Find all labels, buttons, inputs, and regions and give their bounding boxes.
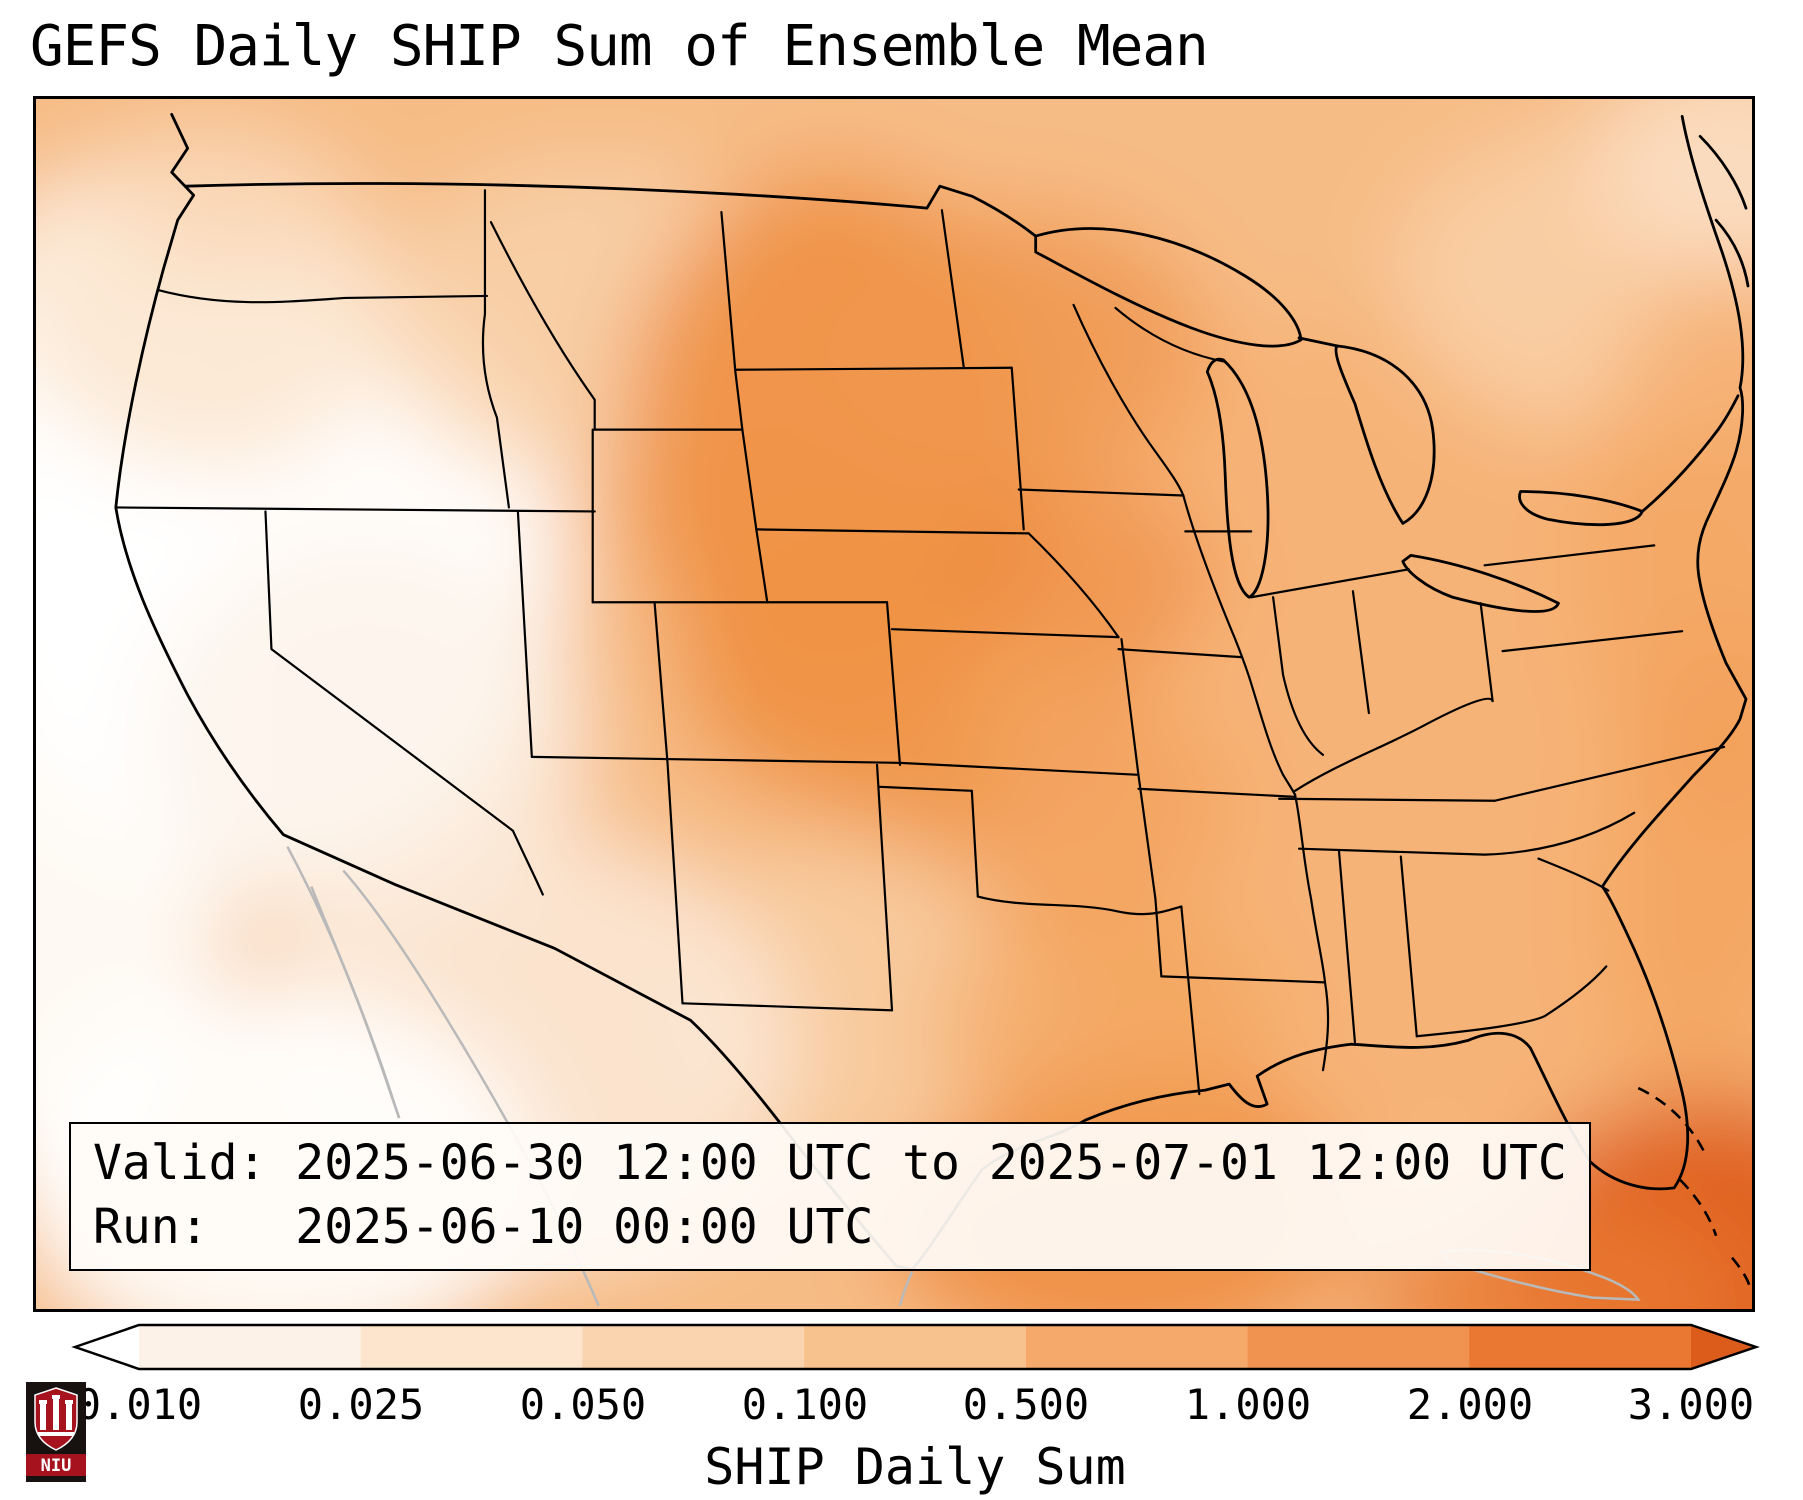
colorbar-tick: 0.025 xyxy=(297,1380,425,1429)
colorbar-tick: 1.000 xyxy=(1184,1380,1312,1429)
colorbar-outline xyxy=(71,1323,1760,1371)
colorbar-segments xyxy=(139,1325,1692,1369)
us-coastline xyxy=(114,112,1750,1272)
colorbar-tick: 0.010 xyxy=(75,1380,203,1429)
colorbar-tick: 3.000 xyxy=(1627,1380,1755,1429)
niu-logo-svg: NIU xyxy=(26,1382,86,1482)
colorbar-label: SHIP Daily Sum xyxy=(704,1438,1126,1496)
colorbar-under-arrow xyxy=(75,1325,139,1369)
colorbar-tick: 0.050 xyxy=(519,1380,647,1429)
map-panel: Valid: 2025-06-30 12:00 UTC to 2025-07-0… xyxy=(33,96,1755,1312)
colorbar-tick: 0.500 xyxy=(962,1380,1090,1429)
colorbar xyxy=(71,1323,1760,1371)
state-borders xyxy=(114,189,1726,1096)
niu-logo-text: NIU xyxy=(41,1456,72,1476)
niu-logo: NIU xyxy=(26,1382,86,1482)
valid-line: Valid: 2025-06-30 12:00 UTC to 2025-07-0… xyxy=(93,1135,1567,1192)
colorbar-tick: 0.100 xyxy=(741,1380,869,1429)
niu-band xyxy=(26,1454,86,1476)
niu-castle-icon xyxy=(38,1395,74,1436)
run-line: Run: 2025-06-10 00:00 UTC xyxy=(93,1198,874,1255)
figure-title: GEFS Daily SHIP Sum of Ensemble Mean xyxy=(30,14,1209,79)
bahamas-dashed-coastline xyxy=(1637,1086,1752,1288)
colorbar-over-arrow xyxy=(1691,1325,1756,1369)
valid-run-box: Valid: 2025-06-30 12:00 UTC to 2025-07-0… xyxy=(69,1122,1591,1271)
colorbar-tick: 2.000 xyxy=(1406,1380,1534,1429)
